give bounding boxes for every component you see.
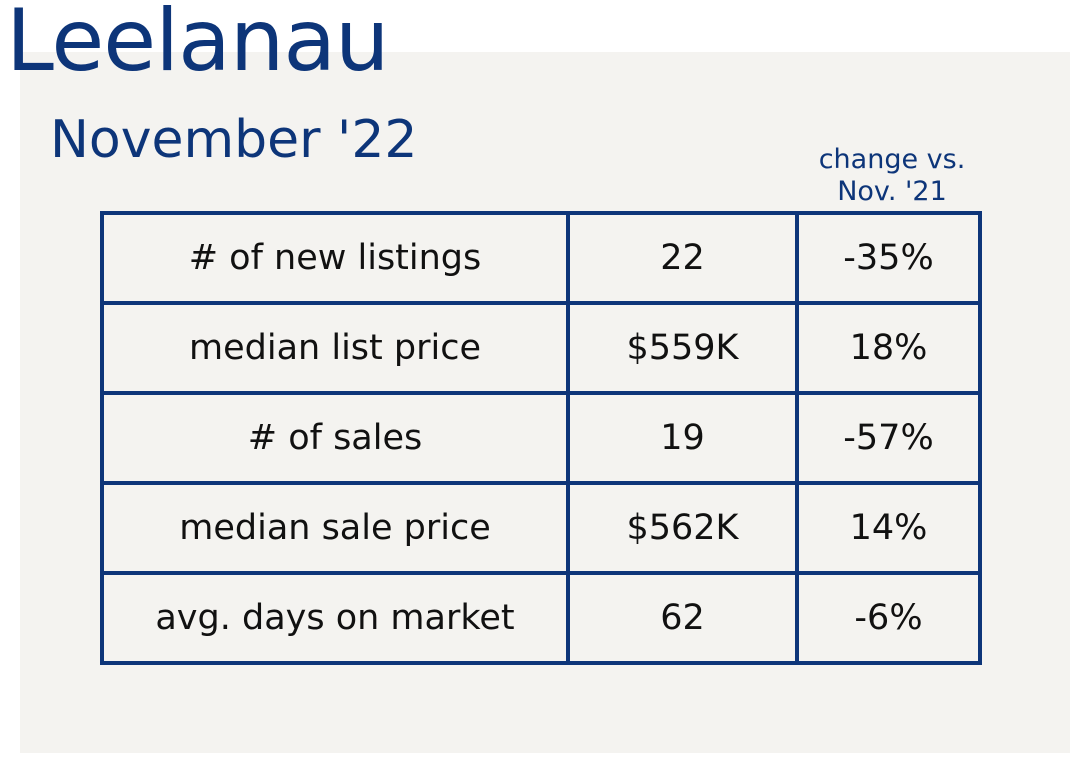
table-row: median list price $559K 18% [100,301,982,395]
table-row: # of new listings 22 -35% [100,211,982,305]
row-change: 14% [795,481,982,575]
table-row: # of sales 19 -57% [100,391,982,485]
row-change: -57% [795,391,982,485]
row-value: $559K [566,301,799,395]
table-row: median sale price $562K 14% [100,481,982,575]
row-value: $562K [566,481,799,575]
change-header-line2: Nov. '21 [837,176,947,207]
row-value: 62 [566,571,799,665]
table-row: avg. days on market 62 -6% [100,571,982,665]
row-value: 19 [566,391,799,485]
change-header-line1: change vs. [818,144,966,175]
row-change: -35% [795,211,982,305]
row-label: median list price [100,301,570,395]
page-title: Leelanau [6,0,390,91]
change-column-header: change vs. Nov. '21 [800,144,984,208]
row-change: 18% [795,301,982,395]
row-label: avg. days on market [100,571,570,665]
row-label: # of new listings [100,211,570,305]
row-label: # of sales [100,391,570,485]
row-change: -6% [795,571,982,665]
market-stats-table: # of new listings 22 -35% median list pr… [100,211,982,665]
row-value: 22 [566,211,799,305]
row-label: median sale price [100,481,570,575]
page-subtitle: November '22 [50,110,418,170]
